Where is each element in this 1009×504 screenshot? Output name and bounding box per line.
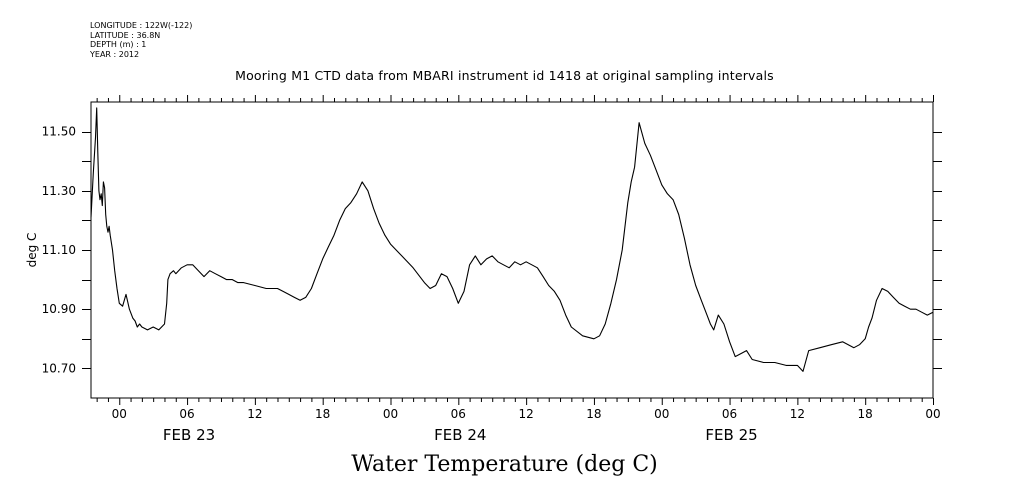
y-tick-label: 10.70 [42, 361, 76, 375]
plot-frame [90, 101, 934, 399]
temperature-series-line [90, 107, 934, 372]
latitude-line: LATITUDE : 36.8N [90, 30, 161, 40]
x-tick-label: 18 [586, 407, 601, 421]
date-label: FEB 25 [705, 426, 757, 444]
x-tick-label: 00 [112, 407, 127, 421]
variable-title: Water Temperature (deg C) [351, 452, 658, 477]
x-tick-label: 06 [722, 407, 737, 421]
year-line: YEAR : 2012 [90, 49, 140, 59]
y-tick-label: 11.50 [42, 125, 76, 139]
x-tick-label: 00 [925, 407, 940, 421]
x-tick-label: 12 [247, 407, 262, 421]
x-tick-label: 06 [451, 407, 466, 421]
chart-title: Mooring M1 CTD data from MBARI instrumen… [235, 68, 774, 83]
x-tick-label: 18 [858, 407, 873, 421]
x-tick-label: 00 [654, 407, 669, 421]
x-tick-label: 06 [179, 407, 194, 421]
y-tick-label: 11.10 [42, 243, 76, 257]
depth-line: DEPTH (m) : 1 [90, 40, 147, 49]
x-tick-label: 18 [315, 407, 330, 421]
x-tick-label: 12 [790, 407, 805, 421]
x-tick-label: 12 [518, 407, 533, 421]
date-label: FEB 23 [163, 426, 215, 444]
metadata-block: LONGITUDE : 122W(-122) LATITUDE : 36.8N … [90, 21, 192, 59]
x-tick-label: 00 [383, 407, 398, 421]
y-axis-label: deg C [25, 233, 39, 268]
longitude-line: LONGITUDE : 122W(-122) [90, 21, 193, 30]
y-tick-label: 10.90 [42, 302, 76, 316]
date-label: FEB 24 [434, 426, 486, 444]
y-tick-label: 11.30 [42, 184, 76, 198]
